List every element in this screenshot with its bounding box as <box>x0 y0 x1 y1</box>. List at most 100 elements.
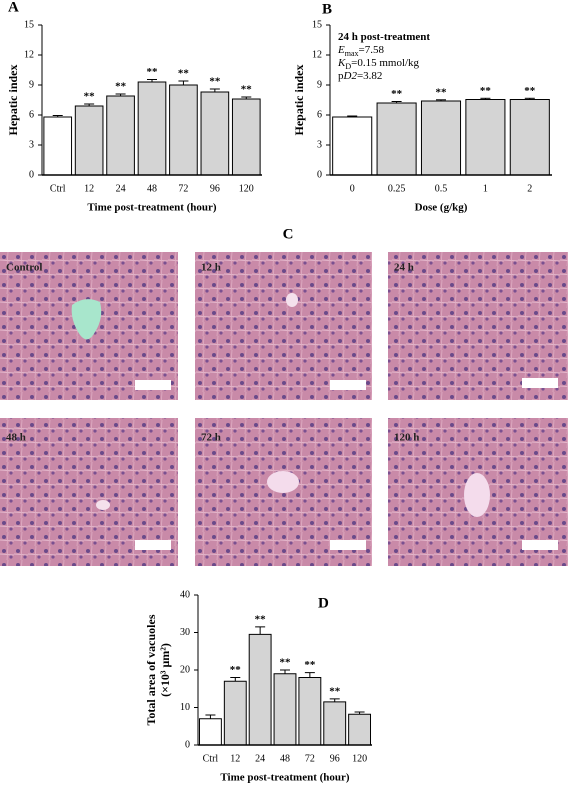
bar <box>298 677 322 746</box>
annotation-part: =3.82 <box>357 70 382 82</box>
x-axis-title: Time post-treatment (hour) <box>220 772 349 784</box>
histology-label: 48 h <box>6 432 26 444</box>
scale-bar <box>135 540 171 550</box>
y-tick-label: 0 <box>185 739 190 750</box>
annotation-part: 24 h post-treatment <box>338 31 430 43</box>
significance: ** <box>391 88 403 100</box>
histology-label: 12 h <box>201 262 221 274</box>
y-axis-title: Hepatic index <box>6 65 20 136</box>
scale-bar <box>330 380 366 390</box>
vessel <box>464 473 490 517</box>
x-tick-label: 24 <box>116 183 126 194</box>
y-tick-label: 20 <box>180 664 190 675</box>
x-tick-label: 12 <box>84 183 94 194</box>
annotation-part: D2 <box>343 70 358 82</box>
bar <box>169 84 198 176</box>
annotation: pD2=3.82 <box>338 70 382 82</box>
x-tick-label: 48 <box>147 183 157 194</box>
significance: ** <box>147 66 159 78</box>
y-tick-label: 12 <box>312 49 322 60</box>
histology-panels <box>0 252 568 566</box>
y-tick-label: 3 <box>29 139 34 150</box>
bar <box>376 102 417 176</box>
significance: ** <box>84 91 96 103</box>
annotation-part: E <box>337 44 345 56</box>
y-tick-label: 9 <box>29 79 34 90</box>
histology-label: 24 h <box>394 262 414 274</box>
bar <box>106 95 135 176</box>
significance: ** <box>209 76 221 88</box>
x-tick-label: 120 <box>239 183 254 194</box>
significance: ** <box>304 659 316 671</box>
error-bar <box>209 88 220 92</box>
error-bar <box>354 711 365 715</box>
vessel <box>71 299 102 340</box>
x-tick-label: Ctrl <box>203 753 219 764</box>
annotation-part: max <box>345 49 359 58</box>
bar <box>248 633 272 746</box>
x-tick-label: 0.25 <box>388 183 406 194</box>
significance: ** <box>280 657 292 669</box>
x-tick-label: 12 <box>230 753 240 764</box>
y-tick-label: 6 <box>29 109 34 120</box>
vessel <box>267 471 299 493</box>
histology-image <box>195 252 372 400</box>
x-tick-label: 72 <box>305 753 315 764</box>
bar <box>223 680 247 746</box>
error-bar <box>524 97 535 100</box>
error-bar <box>115 93 126 96</box>
error-bar <box>52 115 63 117</box>
y-axis-title: (×10³ μm²) <box>158 643 172 697</box>
error-bar <box>347 115 358 117</box>
bar <box>231 98 261 176</box>
error-bar <box>391 101 402 103</box>
bar <box>74 105 104 176</box>
panel-label: A <box>8 0 19 15</box>
bar <box>43 116 73 176</box>
y-tick-label: 15 <box>312 19 322 30</box>
scale-bar <box>522 378 558 388</box>
y-tick-label: 9 <box>317 79 322 90</box>
annotation-part: p <box>338 70 344 82</box>
annotation-part: =0.15 mmol/kg <box>351 57 419 69</box>
annotation-part: D <box>345 62 351 71</box>
error-bar <box>480 97 491 100</box>
x-tick-label: 72 <box>178 183 188 194</box>
x-tick-label: 0 <box>350 183 355 194</box>
panel-label: C <box>283 226 294 242</box>
y-tick-label: 0 <box>29 169 34 180</box>
x-axis-title: Time post-treatment (hour) <box>87 202 216 214</box>
significance: ** <box>329 685 341 697</box>
y-tick-label: 10 <box>180 702 190 713</box>
significance: ** <box>241 84 253 96</box>
scale-bar <box>330 540 366 550</box>
y-tick-label: 30 <box>180 627 190 638</box>
error-bar <box>436 99 446 101</box>
vessel <box>96 500 110 510</box>
bar <box>137 81 167 176</box>
significance: ** <box>255 613 267 625</box>
vessel <box>286 293 298 307</box>
panel-label: D <box>318 595 329 611</box>
x-tick-label: 48 <box>280 753 290 764</box>
y-tick-label: 0 <box>317 169 322 180</box>
bar <box>198 718 222 746</box>
x-axis-title: Dose (g/kg) <box>415 202 468 214</box>
x-tick-label: 0.5 <box>435 183 448 194</box>
annotation-part: K <box>337 57 346 69</box>
x-tick-label: 96 <box>210 183 220 194</box>
bar <box>348 713 372 746</box>
panel-label: B <box>322 1 332 17</box>
significance: ** <box>178 68 190 80</box>
histology-label: 120 h <box>394 432 419 444</box>
y-tick-label: 3 <box>317 139 322 150</box>
x-tick-label: 1 <box>483 183 488 194</box>
annotation: Emax=7.58 <box>337 44 384 59</box>
error-bar <box>280 669 290 674</box>
annotation: KD=0.15 mmol/kg <box>337 57 420 72</box>
y-tick-label: 12 <box>24 49 34 60</box>
y-tick-label: 6 <box>317 109 322 120</box>
error-bar <box>205 714 216 719</box>
significance: ** <box>524 85 536 97</box>
error-bar <box>147 79 157 82</box>
